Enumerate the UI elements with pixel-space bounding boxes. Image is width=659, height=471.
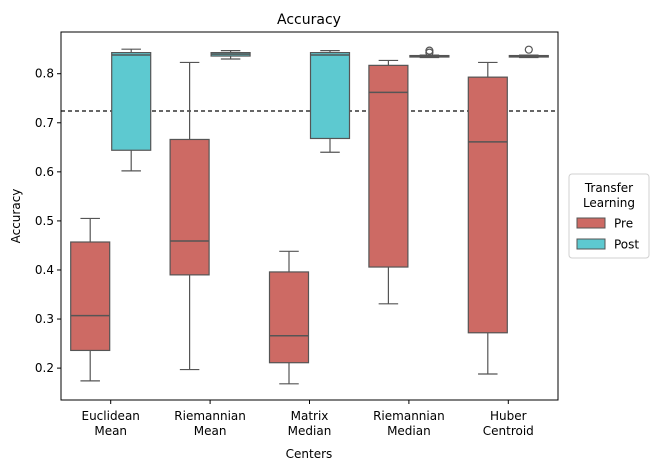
legend: Transfer Learning Pre Post [568, 173, 650, 259]
x-tick-label: Euclidean [81, 409, 139, 423]
legend-swatch-pre [576, 217, 606, 229]
x-tick-label: Centroid [483, 424, 534, 438]
legend-title-line-2: Learning [583, 196, 635, 210]
outlier-point [524, 45, 533, 54]
box-pre-0 [70, 217, 111, 382]
box-pre-2 [268, 250, 310, 385]
box-post-1 [210, 50, 251, 60]
box-body [268, 271, 310, 364]
y-tick-label: 0.2 [35, 361, 54, 375]
y-tick-label: 0.3 [35, 312, 54, 326]
box-layer [61, 45, 558, 385]
x-tick-label: Riemannian [174, 409, 246, 423]
x-tick-label: Mean [194, 424, 227, 438]
legend-label-pre: Pre [614, 217, 633, 231]
legend-swatch-post [576, 238, 606, 250]
legend-frame [568, 173, 650, 259]
box-post-0 [111, 48, 152, 172]
x-tick-label: Huber [490, 409, 527, 423]
y-tick-label: 0.8 [35, 67, 54, 81]
plot-frame [60, 31, 559, 401]
box-pre-4 [467, 61, 508, 375]
x-tick-label: Matrix [291, 409, 329, 423]
y-tick-label: 0.4 [35, 263, 54, 277]
y-axis-label: Accuracy [9, 189, 23, 244]
box-body [467, 76, 508, 334]
box-body [70, 241, 111, 352]
x-axis-label: Centers [286, 447, 333, 461]
box-body [111, 52, 152, 151]
legend-label-post: Post [614, 238, 639, 252]
box-post-3 [409, 46, 450, 59]
x-tick-label: Riemannian [373, 409, 445, 423]
box-pre-1 [169, 61, 210, 371]
y-tick-label: 0.5 [35, 214, 54, 228]
box-body [169, 138, 210, 276]
box-post-2 [309, 50, 351, 153]
chart-title: Accuracy [277, 12, 341, 28]
box-body [368, 64, 409, 268]
x-axis: EuclideanMeanRiemannianMeanMatrixMedianR… [81, 400, 534, 438]
box-post-4 [508, 45, 549, 59]
x-tick-label: Median [288, 424, 332, 438]
x-tick-label: Median [387, 424, 431, 438]
y-axis: 0.2 0.3 0.4 0.5 0.6 0.7 0.8 [35, 67, 61, 375]
outlier-point [425, 46, 434, 55]
legend-title-line-1: Transfer [584, 181, 633, 195]
y-tick-label: 0.7 [35, 116, 54, 130]
y-tick-label: 0.6 [35, 165, 54, 179]
box-pre-3 [368, 59, 409, 305]
box-body [309, 52, 351, 140]
x-tick-label: Mean [94, 424, 127, 438]
